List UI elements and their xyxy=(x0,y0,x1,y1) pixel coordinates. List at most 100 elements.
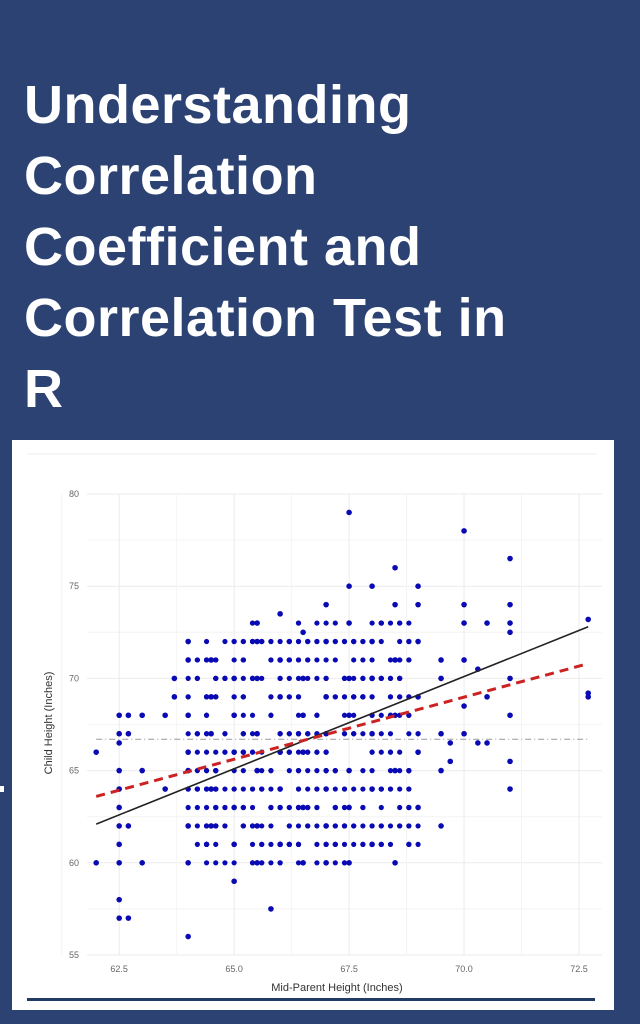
data-point xyxy=(369,583,375,589)
data-point xyxy=(254,767,260,774)
data-point xyxy=(323,841,329,847)
data-point xyxy=(484,694,490,700)
data-point xyxy=(397,749,403,755)
x-tick-label: 62.5 xyxy=(110,964,128,974)
data-point xyxy=(125,823,132,829)
data-point xyxy=(351,841,357,847)
data-point xyxy=(116,860,122,866)
data-point xyxy=(397,675,403,681)
data-point xyxy=(507,620,513,626)
data-point xyxy=(231,841,237,847)
data-point xyxy=(222,823,228,829)
data-point xyxy=(314,749,320,755)
data-point xyxy=(116,823,122,829)
data-point xyxy=(314,675,320,681)
data-point xyxy=(240,823,246,829)
data-point xyxy=(116,767,122,774)
data-point xyxy=(254,823,260,829)
data-point xyxy=(295,694,302,700)
data-point xyxy=(406,712,412,718)
data-point xyxy=(387,841,394,847)
data-point xyxy=(249,675,256,681)
data-point xyxy=(295,749,302,755)
data-point xyxy=(277,841,283,847)
data-point xyxy=(507,555,513,562)
data-point xyxy=(259,675,265,681)
data-point xyxy=(314,860,320,866)
data-point xyxy=(222,786,228,792)
data-point xyxy=(507,675,513,682)
x-tick-label: 65.0 xyxy=(225,964,243,974)
data-point xyxy=(360,768,366,774)
data-point xyxy=(116,712,122,719)
data-point xyxy=(268,860,274,866)
data-point xyxy=(387,675,394,681)
data-point xyxy=(268,906,274,912)
data-point xyxy=(346,620,352,626)
data-point xyxy=(300,629,306,636)
data-point xyxy=(249,749,256,755)
data-point xyxy=(194,823,200,829)
data-point xyxy=(116,740,122,746)
data-point xyxy=(116,896,122,903)
data-point xyxy=(369,620,375,626)
data-point xyxy=(392,657,398,663)
data-point xyxy=(305,823,311,829)
data-point xyxy=(438,675,444,682)
data-point xyxy=(208,786,214,792)
data-point xyxy=(213,804,219,811)
data-point xyxy=(259,768,265,774)
data-point xyxy=(231,786,237,792)
data-point xyxy=(240,804,246,811)
data-point xyxy=(277,860,283,866)
data-point xyxy=(406,657,412,663)
data-point xyxy=(194,804,200,811)
data-point xyxy=(369,749,375,755)
data-point xyxy=(314,804,320,811)
data-point xyxy=(213,823,219,829)
data-point xyxy=(378,620,384,626)
data-point xyxy=(323,749,329,755)
data-point xyxy=(254,638,260,645)
data-point xyxy=(208,694,214,700)
data-point xyxy=(222,731,228,737)
data-point xyxy=(213,860,219,866)
data-point xyxy=(286,841,292,847)
data-point xyxy=(203,638,210,645)
regression-line xyxy=(95,626,589,825)
data-point xyxy=(249,712,256,718)
red-dashed-line xyxy=(95,662,589,798)
data-point xyxy=(203,731,210,737)
data-point xyxy=(351,712,357,718)
data-point xyxy=(461,601,467,608)
data-point xyxy=(249,786,256,792)
data-point xyxy=(447,758,454,765)
data-point xyxy=(585,616,592,623)
data-point xyxy=(392,860,398,866)
data-point xyxy=(185,638,191,645)
data-point xyxy=(139,767,145,774)
data-point xyxy=(203,786,210,792)
data-point xyxy=(461,657,467,663)
data-point xyxy=(323,694,329,700)
data-point xyxy=(351,657,357,663)
data-point xyxy=(346,804,352,811)
data-point xyxy=(341,675,348,681)
data-point xyxy=(397,638,403,645)
data-point xyxy=(268,657,274,663)
y-axis-ticks: 55 60 65 70 75 80 xyxy=(69,489,79,960)
data-point xyxy=(213,749,219,755)
data-point xyxy=(185,712,191,718)
data-point xyxy=(397,657,403,663)
data-point xyxy=(208,823,214,829)
data-point xyxy=(222,860,228,866)
data-point xyxy=(314,841,320,847)
data-point xyxy=(323,786,329,792)
data-point xyxy=(360,638,366,645)
data-point xyxy=(125,712,132,719)
data-point xyxy=(116,841,122,848)
data-point xyxy=(185,804,191,811)
data-point xyxy=(369,786,375,792)
data-point xyxy=(222,804,228,811)
data-point xyxy=(346,712,352,719)
